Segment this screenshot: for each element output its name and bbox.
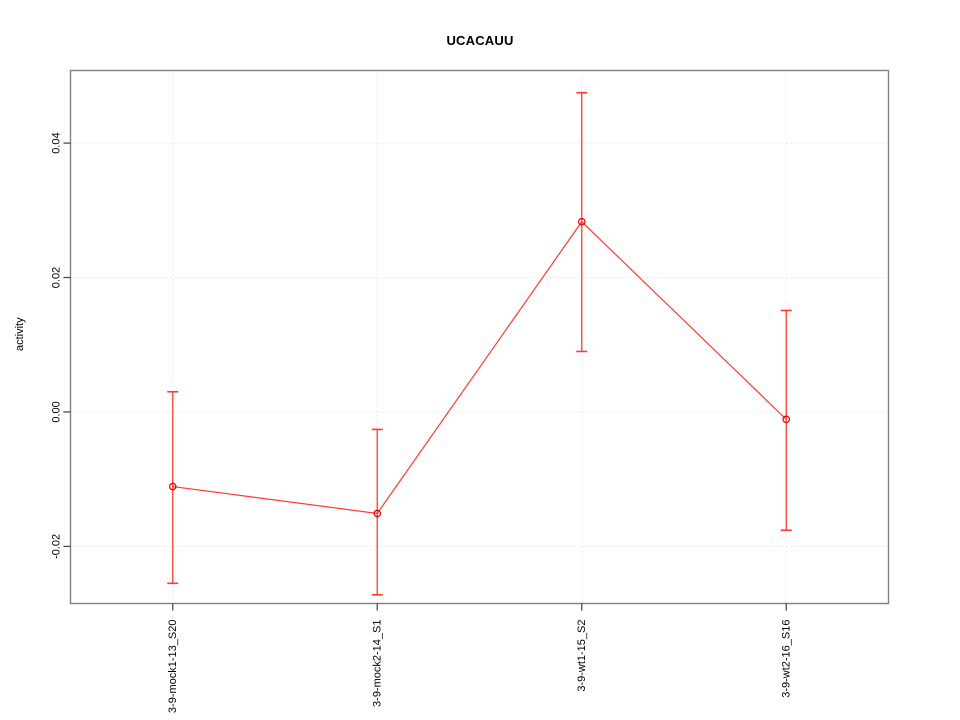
y-tick-label-0: -0.02 [51, 534, 63, 559]
page-title: UCACAUU [446, 33, 514, 48]
series-line [172, 220, 787, 515]
x-tick-label-3: 3-9-wt2-16_S16 [780, 620, 792, 698]
series-polyline [172, 220, 787, 515]
plot-frame [69, 69, 890, 605]
x-axis-tick-labels: 3-9-mock1-13_S20 3-9-mock2-14_S1 3-9-wt1-1… [167, 620, 793, 714]
gridlines-group [70, 70, 889, 604]
error-bars-group [167, 91, 792, 596]
y-tick-label-1: 0.00 [51, 401, 63, 422]
y-axis-ticks: -0.02 0.00 0.02 0.04 [51, 132, 71, 559]
data-point-marker-3 [782, 415, 791, 424]
x-tick-label-0: 3-9-mock1-13_S20 [167, 620, 179, 714]
y-tick-label-2: 0.02 [51, 267, 63, 288]
x-tick-label-2: 3-9-wt1-15_S2 [576, 620, 588, 692]
data-point-markers [168, 217, 791, 518]
data-point-marker-0 [168, 482, 177, 491]
x-tick-label-1: 3-9-mock2-14_S1 [371, 620, 383, 707]
y-tick-label-3: 0.04 [51, 132, 63, 153]
data-point-marker-2 [577, 217, 586, 226]
x-axis-ticks [172, 603, 787, 611]
data-point-marker-1 [373, 509, 382, 518]
